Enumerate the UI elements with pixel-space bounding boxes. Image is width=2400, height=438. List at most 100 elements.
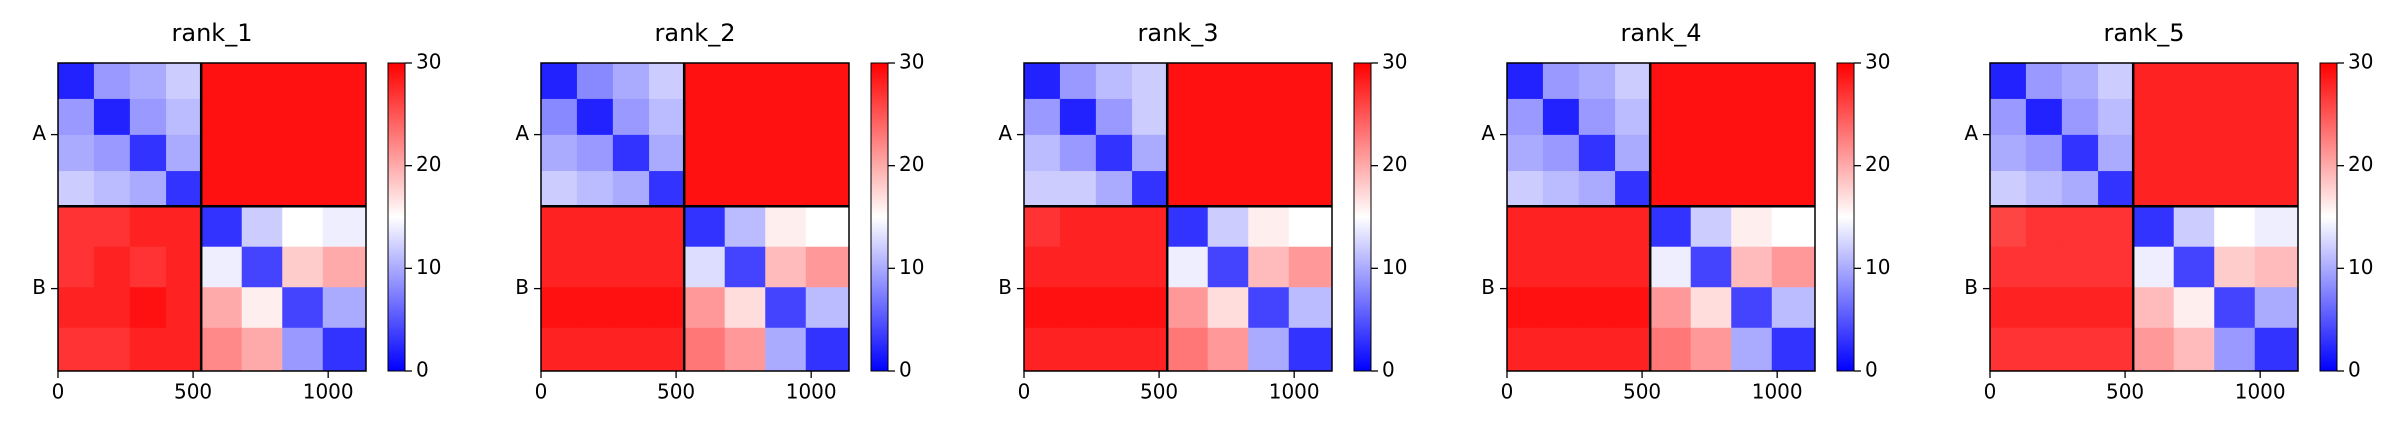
heatmap-cell (724, 63, 766, 100)
heatmap-cell (166, 98, 202, 136)
heatmap-cell (1207, 327, 1249, 372)
heatmap-cell (684, 327, 726, 372)
heatmap-cell (1095, 327, 1133, 372)
heatmap-cell (724, 327, 766, 372)
heatmap-cell (1990, 287, 2027, 329)
heatmap-cell (1024, 98, 1061, 136)
heatmap-cell (805, 327, 850, 372)
heatmap-cell (93, 246, 131, 288)
x-tick-label: 500 (1140, 380, 1178, 404)
heatmap-cell (58, 171, 95, 207)
y-tick-label: B (1964, 275, 1978, 299)
heatmap-cell (2133, 63, 2175, 100)
heatmap-cell (1690, 63, 1732, 100)
heatmap-cell (2025, 287, 2063, 329)
heatmap-cell (1167, 98, 1209, 136)
heatmap-cell (2025, 98, 2063, 136)
heatmap-cell (2173, 246, 2215, 288)
colorbar-tick-label: 10 (899, 255, 924, 279)
heatmap-cell (241, 206, 283, 248)
heatmap-cell (724, 171, 766, 207)
heatmap-cell (93, 206, 131, 248)
heatmap-cell (765, 98, 807, 136)
heatmap-cell (1167, 134, 1209, 172)
heatmap-cell (2133, 134, 2175, 172)
x-tick-label: 500 (174, 380, 212, 404)
heatmap-cell (282, 327, 324, 372)
heatmap-cell (724, 206, 766, 248)
heatmap-cell (805, 98, 850, 136)
heatmap-cell (1132, 98, 1168, 136)
heatmap-cell (2173, 287, 2215, 329)
heatmap-cell (1095, 206, 1133, 248)
heatmap-cell (1248, 98, 1290, 136)
heatmap-cell (1059, 98, 1097, 136)
heatmap-cell (241, 134, 283, 172)
heatmap-cell (649, 246, 685, 288)
colorbar (1836, 62, 1855, 372)
heatmap-cell (2025, 63, 2063, 100)
heatmap-cell (541, 246, 578, 288)
heatmap-cell (1542, 98, 1580, 136)
heatmap-cell (1059, 206, 1097, 248)
heatmap-cell (1288, 63, 1333, 100)
heatmap-cell (93, 287, 131, 329)
heatmap-cell (1024, 327, 1061, 372)
colorbar (870, 62, 889, 372)
heatmap-cell (241, 327, 283, 372)
heatmap-cell (1024, 287, 1061, 329)
heatmap-cell (576, 206, 614, 248)
heatmap-cell (612, 171, 650, 207)
heatmap-cell (1771, 206, 1816, 248)
heatmap-cell (282, 171, 324, 207)
x-tick-label: 1000 (1752, 380, 1803, 404)
y-tick-label: A (1481, 121, 1495, 145)
axes-frame (1023, 62, 1333, 372)
y-tick-label: B (1481, 275, 1495, 299)
heatmap-cell (93, 327, 131, 372)
heatmap-cell (166, 171, 202, 207)
heatmap-cell (1207, 171, 1249, 207)
heatmap-cell (2254, 206, 2299, 248)
heatmap-cell (129, 206, 167, 248)
heatmap-cell (1615, 246, 1651, 288)
heatmap-cell (2098, 246, 2134, 288)
heatmap-cell (166, 287, 202, 329)
heatmap-cell (1690, 134, 1732, 172)
heatmap-cell (58, 63, 95, 100)
heatmap-cell (241, 287, 283, 329)
y-tick-label: A (998, 121, 1012, 145)
colorbar-tick-label: 20 (416, 152, 441, 176)
heatmap-cell (1650, 206, 1692, 248)
colorbar-tick-label: 20 (899, 152, 924, 176)
heatmap-cell (724, 98, 766, 136)
heatmap-cell (2061, 327, 2099, 372)
x-tick-label: 1000 (2235, 380, 2286, 404)
heatmap-cell (58, 206, 95, 248)
colorbar-tick-label: 30 (416, 50, 441, 74)
heatmap-cell (322, 63, 367, 100)
heatmap-cell (1771, 246, 1816, 288)
heatmap-cell (129, 98, 167, 136)
heatmap-cell (1578, 287, 1616, 329)
heatmap-cell (1690, 287, 1732, 329)
heatmap-cell (1690, 206, 1732, 248)
heatmap-cell (1650, 327, 1692, 372)
heatmap-cell (649, 327, 685, 372)
heatmap-cell (129, 134, 167, 172)
colorbar-tick-label: 20 (1382, 152, 1407, 176)
heatmap-cell (1771, 63, 1816, 100)
heatmap-cell (1288, 287, 1333, 329)
heatmap-cell (58, 246, 95, 288)
panel-title: rank_3 (1138, 19, 1219, 47)
heatmap-cell (1578, 63, 1616, 100)
colorbar (1353, 62, 1372, 372)
heatmap-cell (1771, 134, 1816, 172)
colorbar-tick-label: 0 (2348, 358, 2361, 382)
heatmap-cell (1248, 206, 1290, 248)
y-tick-label: A (32, 121, 46, 145)
heatmap-cell (612, 206, 650, 248)
heatmap-cell (1059, 171, 1097, 207)
heatmap-cell (2098, 98, 2134, 136)
heatmap-cell (541, 206, 578, 248)
